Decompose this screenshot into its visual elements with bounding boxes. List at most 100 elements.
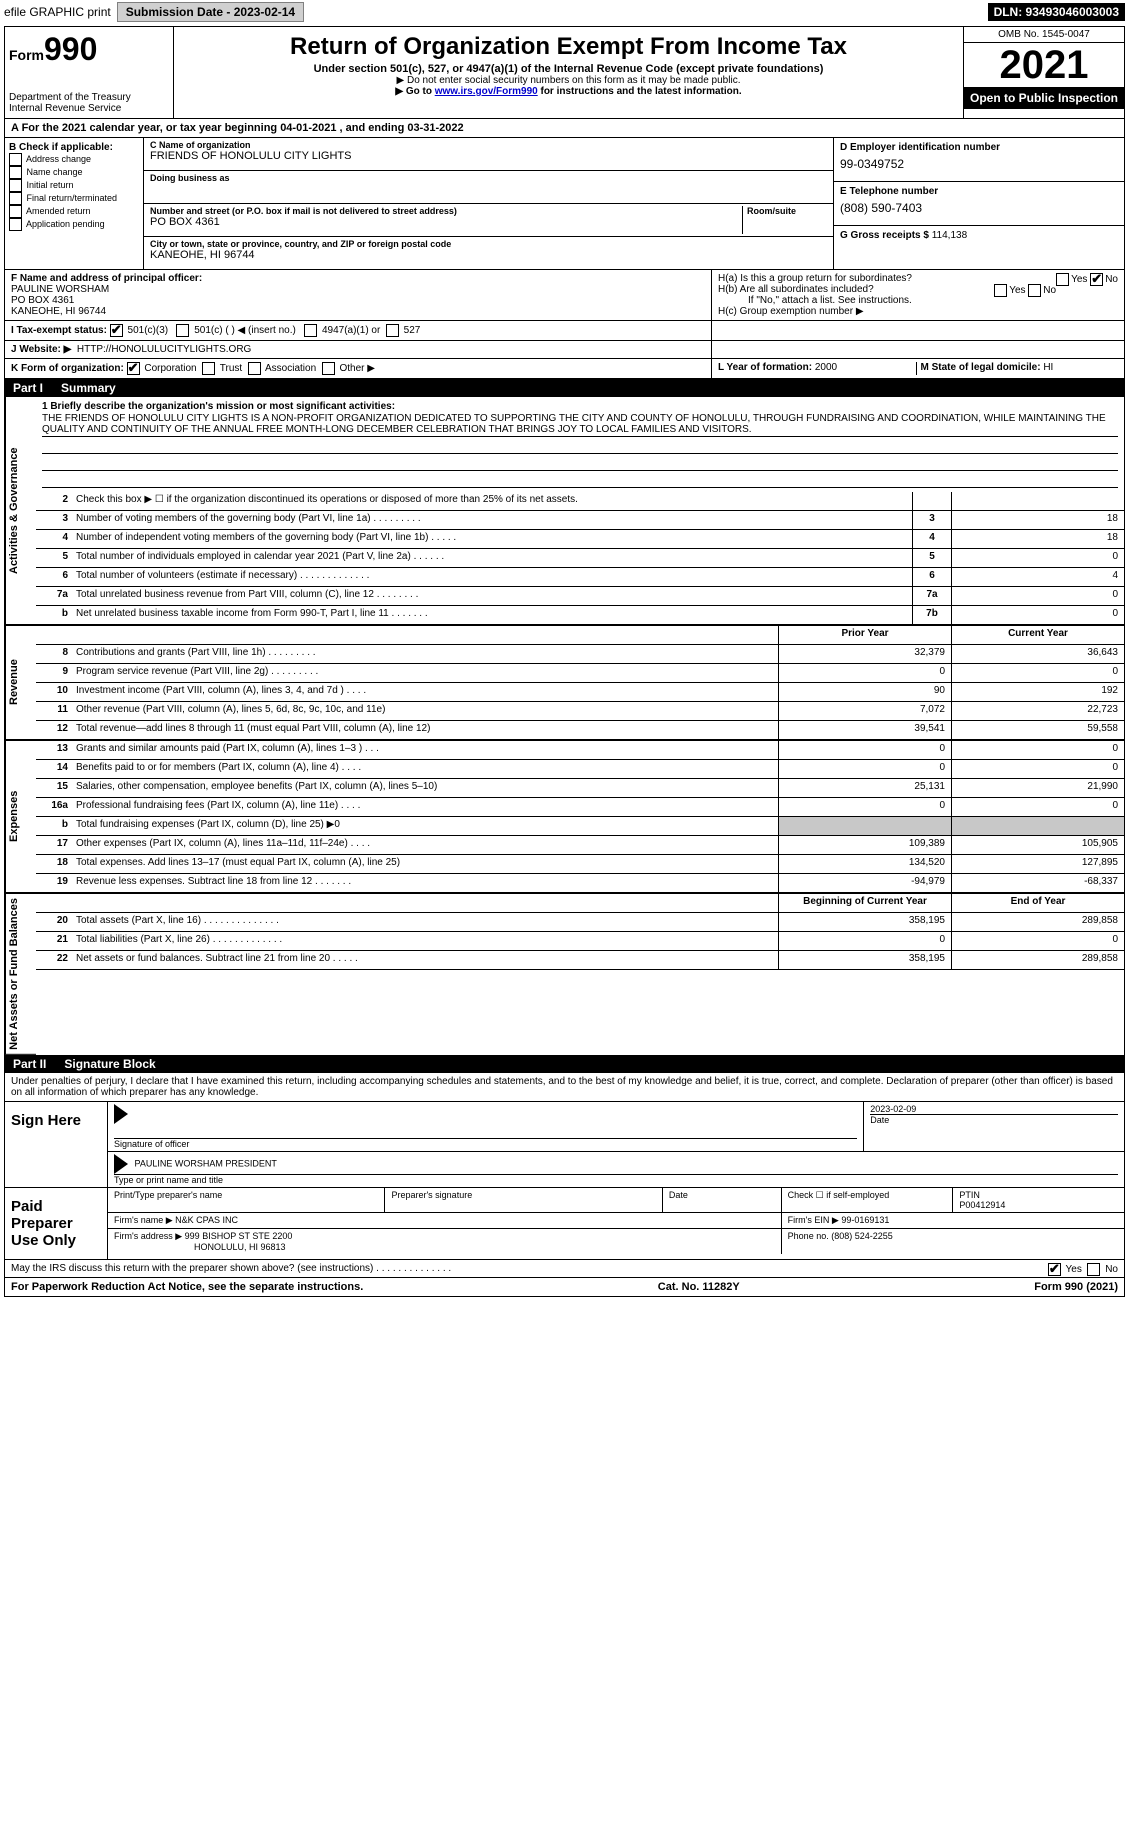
side-governance: Activities & Governance	[5, 397, 36, 625]
part2-num: Part II	[13, 1057, 46, 1071]
lbl-other: Other ▶	[339, 363, 374, 374]
data-row: 22 Net assets or fund balances. Subtract…	[36, 951, 1124, 970]
data-row: 17 Other expenses (Part IX, column (A), …	[36, 836, 1124, 855]
domicile-val: HI	[1043, 362, 1053, 373]
data-row: 16a Professional fundraising fees (Part …	[36, 798, 1124, 817]
ck-other[interactable]	[322, 362, 335, 375]
row-box: 4	[912, 530, 951, 548]
firm-name: N&K CPAS INC	[175, 1215, 238, 1225]
data-row: 21 Total liabilities (Part X, line 26) .…	[36, 932, 1124, 951]
checkbox-app-pending[interactable]	[9, 218, 22, 231]
irs-link[interactable]: www.irs.gov/Form990	[435, 86, 538, 97]
hb-no[interactable]	[1028, 284, 1041, 297]
row-num: 14	[36, 760, 72, 778]
part1-num: Part I	[13, 381, 43, 395]
current-val: 127,895	[951, 855, 1124, 873]
domicile-label: M State of legal domicile:	[921, 362, 1041, 373]
ck-4947[interactable]	[304, 324, 317, 337]
row-num: 16a	[36, 798, 72, 816]
data-row: 13 Grants and similar amounts paid (Part…	[36, 741, 1124, 760]
footer: For Paperwork Reduction Act Notice, see …	[5, 1278, 1124, 1296]
row-desc: Total number of volunteers (estimate if …	[72, 568, 912, 586]
prep-name-hdr: Print/Type preparer's name	[108, 1188, 385, 1212]
row-box: 3	[912, 511, 951, 529]
data-row: 14 Benefits paid to or for members (Part…	[36, 760, 1124, 779]
website-value: HTTP://HONOLULUCITYLIGHTS.ORG	[77, 344, 251, 355]
checkbox-name-change[interactable]	[9, 166, 22, 179]
checkbox-amended[interactable]	[9, 205, 22, 218]
row-num: 8	[36, 645, 72, 663]
ck-527[interactable]	[386, 324, 399, 337]
current-val: 59,558	[951, 721, 1124, 739]
lbl-initial-return: Initial return	[27, 180, 74, 190]
gov-row: 6 Total number of volunteers (estimate i…	[36, 568, 1124, 587]
line-a: A For the 2021 calendar year, or tax yea…	[5, 119, 1124, 138]
row-num: 5	[36, 549, 72, 567]
phone-label: E Telephone number	[840, 186, 1118, 197]
dba-label: Doing business as	[150, 173, 827, 183]
ha-no[interactable]	[1090, 273, 1103, 286]
ptin-value: P00412914	[959, 1200, 1118, 1210]
row-num: 22	[36, 951, 72, 969]
footer-left: For Paperwork Reduction Act Notice, see …	[11, 1281, 363, 1293]
form-frame: Form990 Department of the Treasury Inter…	[4, 26, 1125, 1297]
row-val: 18	[951, 511, 1124, 529]
ein-value: 99-0349752	[840, 153, 1118, 171]
firm-addr2: HONOLULU, HI 96813	[114, 1242, 775, 1252]
ck-trust[interactable]	[202, 362, 215, 375]
checkbox-address-change[interactable]	[9, 153, 22, 166]
arrow-icon-2	[114, 1154, 128, 1174]
box-b-header: B Check if applicable:	[9, 142, 139, 153]
gov-row: 3 Number of voting members of the govern…	[36, 511, 1124, 530]
prior-val: 0	[778, 664, 951, 682]
row-num: 9	[36, 664, 72, 682]
submission-date-button[interactable]: Submission Date - 2023-02-14	[117, 2, 304, 22]
row-desc: Total fundraising expenses (Part IX, col…	[72, 817, 778, 835]
header-right: OMB No. 1545-0047 2021 Open to Public In…	[963, 27, 1124, 118]
side-netassets: Net Assets or Fund Balances	[5, 894, 36, 1055]
ck-501c[interactable]	[176, 324, 189, 337]
header-sub3-pre: ▶ Go to	[395, 86, 434, 97]
omb-label: OMB No. 1545-0047	[964, 27, 1124, 43]
prep-date-hdr: Date	[663, 1188, 782, 1212]
discuss-yes[interactable]	[1048, 1263, 1061, 1276]
row-box: 6	[912, 568, 951, 586]
row-box	[912, 492, 951, 510]
row-num: 6	[36, 568, 72, 586]
lbl-address-change: Address change	[26, 154, 91, 164]
sign-here-label: Sign Here	[5, 1102, 108, 1187]
prior-val: 25,131	[778, 779, 951, 797]
firm-phone-label: Phone no.	[788, 1231, 829, 1241]
box-h: H(a) Is this a group return for subordin…	[711, 270, 1124, 320]
side-revenue: Revenue	[5, 626, 36, 740]
header-sub2: ▶ Do not enter social security numbers o…	[182, 75, 955, 86]
addr-value: PO BOX 4361	[150, 216, 742, 228]
sig-date: 2023-02-09	[870, 1104, 1118, 1114]
paid-preparer-label: Paid Preparer Use Only	[5, 1188, 108, 1259]
ck-501c3[interactable]	[110, 324, 123, 337]
irs-label: Internal Revenue Service	[9, 103, 169, 114]
paid-preparer-block: Paid Preparer Use Only Print/Type prepar…	[5, 1188, 1124, 1260]
prior-val: 358,195	[778, 913, 951, 931]
row-desc: Number of voting members of the governin…	[72, 511, 912, 529]
checkbox-initial-return[interactable]	[9, 179, 22, 192]
discuss-no[interactable]	[1087, 1263, 1100, 1276]
ck-corp[interactable]	[127, 362, 140, 375]
hb-label: H(b) Are all subordinates included?	[718, 284, 874, 295]
box-d-e-g: D Employer identification number 99-0349…	[833, 138, 1124, 269]
ha-yes[interactable]	[1056, 273, 1069, 286]
current-val: -68,337	[951, 874, 1124, 892]
current-val: 0	[951, 664, 1124, 682]
hb-yes[interactable]	[994, 284, 1007, 297]
prior-val: -94,979	[778, 874, 951, 892]
lbl-trust: Trust	[220, 363, 242, 374]
checkbox-final-return[interactable]	[9, 192, 22, 205]
row-num: 20	[36, 913, 72, 931]
part1-header: Part I Summary	[5, 379, 1124, 397]
current-val: 0	[951, 760, 1124, 778]
gov-row: 4 Number of independent voting members o…	[36, 530, 1124, 549]
prep-self-hdr: Check ☐ if self-employed	[782, 1188, 954, 1212]
row-val: 0	[951, 549, 1124, 567]
row-num: 21	[36, 932, 72, 950]
ck-assoc[interactable]	[248, 362, 261, 375]
